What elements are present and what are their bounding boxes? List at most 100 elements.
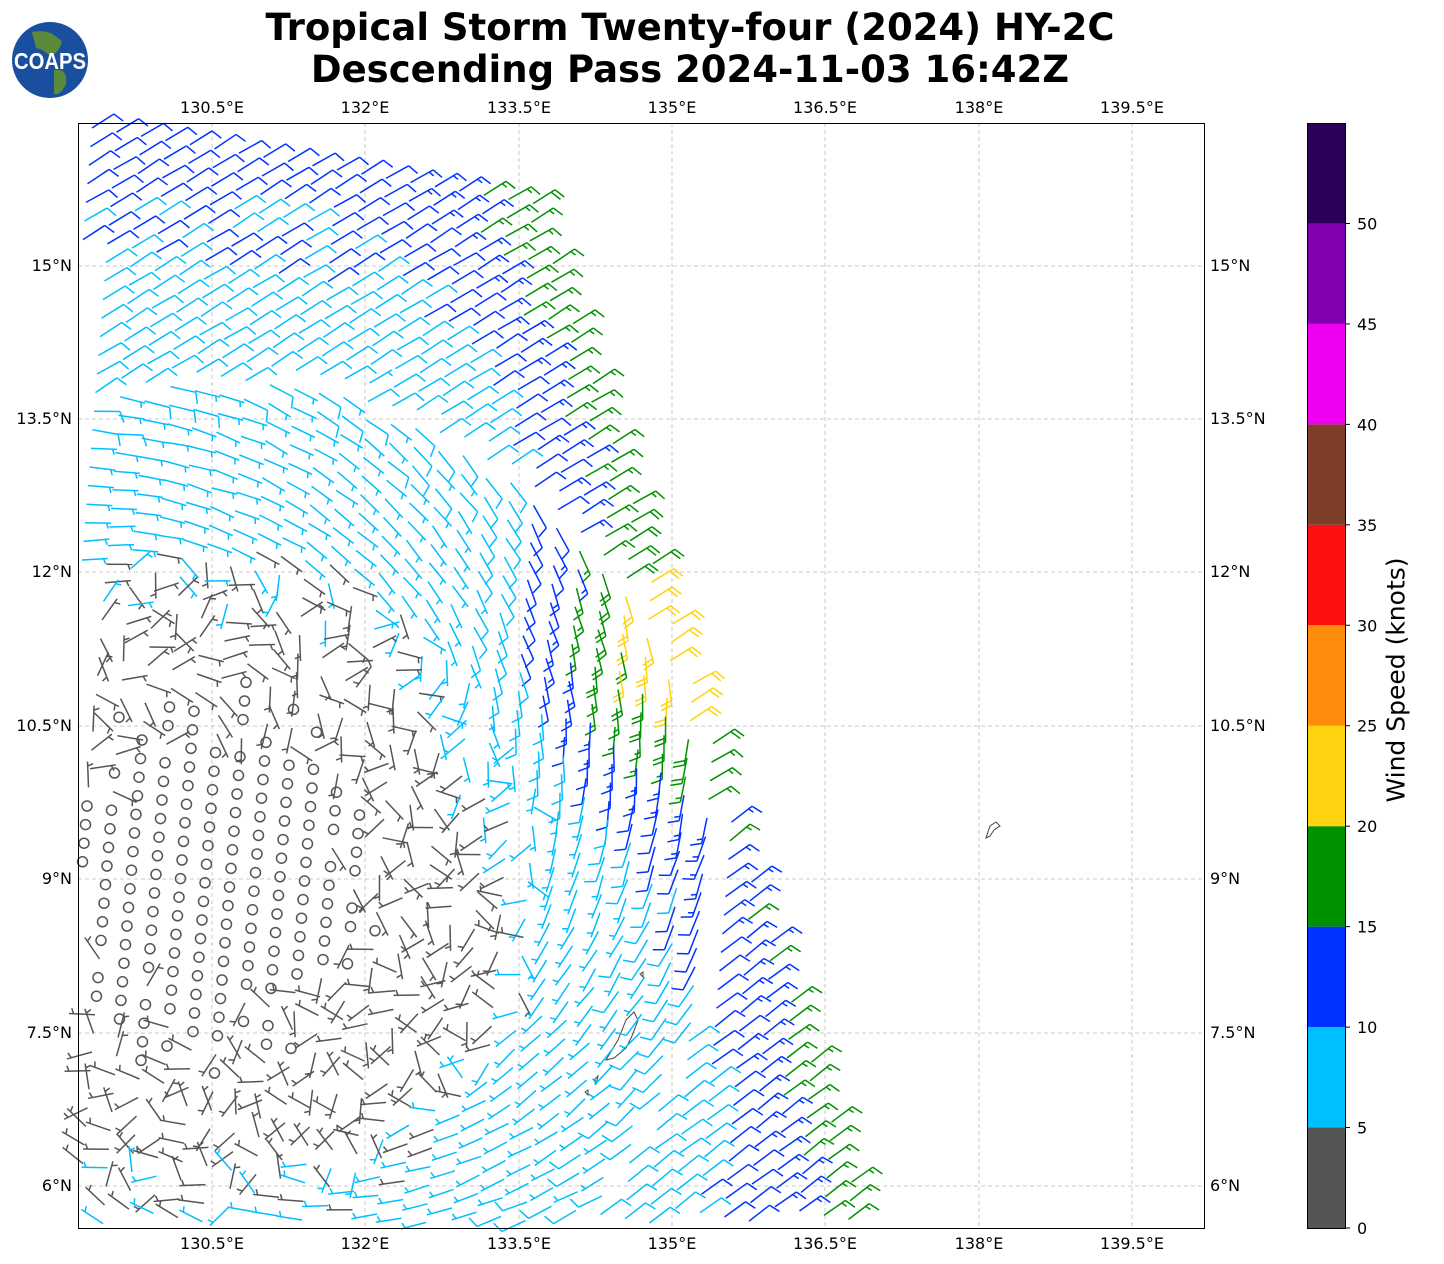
- wind-barb: [851, 1166, 883, 1183]
- wind-barb: [300, 601, 325, 618]
- wind-barb: [343, 396, 366, 416]
- calm-circle: [237, 1015, 250, 1028]
- wind-barb: [434, 172, 467, 188]
- calm-circle: [329, 805, 341, 817]
- calm-circle: [101, 860, 113, 872]
- wind-barb: [542, 379, 575, 395]
- wind-barb: [107, 229, 140, 245]
- wind-barb: [102, 285, 135, 301]
- wind-barb: [419, 357, 452, 374]
- wind-barb: [754, 1130, 786, 1148]
- lon-tick-top: 136.5°E: [793, 98, 857, 117]
- wind-barb: [84, 1063, 92, 1090]
- calm-circle: [128, 827, 141, 839]
- wind-barb: [428, 1188, 454, 1199]
- wind-barb: [640, 809, 659, 838]
- wind-barb: [317, 411, 340, 439]
- wind-barb: [149, 646, 176, 654]
- wind-barb: [776, 1172, 808, 1189]
- wind-barb: [492, 668, 504, 702]
- wind-barb: [500, 898, 527, 906]
- wind-barb: [214, 450, 240, 465]
- calm-circle: [295, 912, 308, 924]
- wind-barb: [320, 1002, 344, 1021]
- wind-barb: [326, 601, 352, 617]
- wind-barb: [115, 451, 142, 463]
- calm-circle: [134, 752, 147, 765]
- wind-barb: [375, 911, 389, 937]
- wind-barb: [409, 1101, 436, 1112]
- wind-barb: [445, 344, 478, 360]
- wind-barb: [136, 1138, 160, 1155]
- wind-barb: [511, 448, 544, 465]
- lon-tick-top: 132°E: [340, 98, 390, 117]
- wind-barb: [529, 825, 537, 852]
- wind-barb: [540, 398, 573, 414]
- wind-barb: [251, 1111, 260, 1138]
- wind-barb: [574, 986, 595, 1008]
- wind-barb: [757, 1092, 789, 1111]
- wind-barb: [450, 288, 483, 304]
- wind-barb: [750, 1186, 782, 1204]
- colorbar-frame: [1307, 123, 1346, 1229]
- wind-barb: [251, 291, 284, 307]
- wind-barb: [282, 537, 307, 553]
- wind-barb: [567, 852, 581, 878]
- wind-barb: [634, 675, 647, 707]
- calm-circle: [156, 794, 168, 806]
- wind-barb: [91, 733, 114, 751]
- wind-barb: [388, 442, 409, 464]
- wind-barb: [365, 740, 386, 761]
- wind-barb: [553, 755, 566, 787]
- wind-barb: [142, 418, 169, 430]
- wind-barb: [387, 1090, 411, 1108]
- wind-barb: [99, 321, 132, 338]
- wind-barb: [610, 842, 632, 869]
- wind-barb: [303, 264, 336, 279]
- wind-barb: [256, 551, 280, 569]
- wind-barb: [283, 518, 308, 536]
- wind-barb: [200, 301, 233, 318]
- wind-barb: [368, 702, 394, 715]
- wind-barb: [254, 253, 287, 270]
- wind-barb: [485, 802, 510, 814]
- wind-barb: [514, 1089, 537, 1109]
- wind-barb: [323, 322, 355, 339]
- wind-barb: [601, 1125, 633, 1143]
- calm-circle: [300, 856, 312, 869]
- wind-barb: [635, 865, 655, 893]
- lat-tick-right: 6°N: [1210, 1176, 1241, 1195]
- calm-circle: [96, 916, 109, 928]
- wind-barb: [688, 1025, 721, 1042]
- wind-barb: [87, 1092, 114, 1100]
- wind-barb: [473, 970, 495, 990]
- wind-barb: [477, 891, 498, 912]
- wind-barb: [768, 963, 800, 981]
- wind-barb: [177, 279, 210, 295]
- wind-barb: [483, 496, 499, 529]
- calm-circle: [127, 845, 139, 858]
- lon-tick-bottom: 139.5°E: [1100, 1234, 1164, 1253]
- wind-barb: [143, 720, 166, 740]
- wind-barb: [404, 882, 429, 895]
- wind-barb: [130, 550, 153, 569]
- wind-barb: [352, 889, 367, 914]
- wind-barb: [441, 715, 467, 729]
- wind-barb: [572, 309, 605, 325]
- calm-circle: [99, 878, 112, 891]
- wind-barb: [518, 672, 529, 706]
- wind-barb: [143, 1015, 169, 1029]
- wind-barb: [315, 1035, 342, 1043]
- wind-barb: [536, 1112, 560, 1130]
- wind-barb: [683, 873, 704, 901]
- wind-barb: [629, 1146, 661, 1164]
- calm-circle: [229, 806, 242, 819]
- wind-barb: [323, 633, 350, 641]
- calm-circle: [135, 1054, 147, 1067]
- wind-barb: [281, 222, 314, 237]
- wind-barb: [151, 294, 185, 309]
- wind-barb: [119, 698, 133, 723]
- wind-barb: [707, 1104, 739, 1121]
- wind-barb: [624, 920, 650, 945]
- calm-circle: [260, 736, 272, 749]
